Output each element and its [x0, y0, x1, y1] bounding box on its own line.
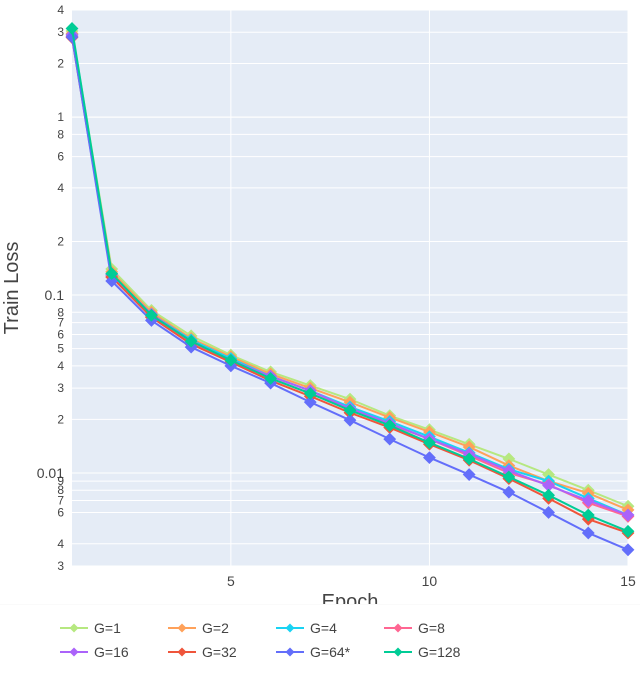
- legend-label: G=32: [202, 644, 237, 660]
- y-minor-tick-label: 9: [57, 474, 64, 488]
- legend-label: G=1: [94, 620, 121, 636]
- y-minor-tick-label: 4: [57, 359, 64, 373]
- legend-swatch: [168, 622, 196, 634]
- legend-label: G=8: [418, 620, 445, 636]
- legend-label: G=64*: [310, 644, 350, 660]
- legend-swatch: [276, 622, 304, 634]
- legend-swatch: [168, 646, 196, 658]
- legend-label: G=2: [202, 620, 229, 636]
- y-minor-tick-label: 2: [57, 57, 64, 71]
- y-minor-tick-label: 3: [57, 381, 64, 395]
- legend-label: G=4: [310, 620, 337, 636]
- x-tick-label: 15: [620, 573, 636, 589]
- y-minor-tick-label: 4: [57, 537, 64, 551]
- x-tick-label: 10: [422, 573, 438, 589]
- y-minor-tick-label: 4: [57, 3, 64, 17]
- x-axis-title: Epoch: [322, 591, 379, 604]
- legend-label: G=16: [94, 644, 129, 660]
- y-minor-tick-label: 8: [57, 305, 64, 319]
- legend-item[interactable]: G=32: [168, 641, 268, 663]
- y-minor-tick-label: 2: [57, 412, 64, 426]
- y-minor-tick-label: 8: [57, 127, 64, 141]
- y-minor-tick-label: 3: [57, 559, 64, 573]
- y-minor-tick-label: 6: [57, 150, 64, 164]
- y-minor-tick-label: 5: [57, 342, 64, 356]
- legend-item[interactable]: G=8: [384, 617, 484, 639]
- legend-item[interactable]: G=16: [60, 641, 160, 663]
- legend-swatch: [60, 646, 88, 658]
- legend-swatch: [60, 622, 88, 634]
- y-minor-tick-label: 2: [57, 234, 64, 248]
- y-minor-tick-label: 1: [57, 110, 64, 124]
- y-minor-tick-label: 3: [57, 25, 64, 39]
- legend-label: G=128: [418, 644, 460, 660]
- line-chart: 0.010.112343467892345678246851015Train L…: [0, 0, 640, 604]
- y-minor-tick-label: 6: [57, 328, 64, 342]
- legend-swatch: [384, 622, 412, 634]
- legend-item[interactable]: G=64*: [276, 641, 376, 663]
- legend-item[interactable]: G=2: [168, 617, 268, 639]
- legend-swatch: [276, 646, 304, 658]
- legend-item[interactable]: G=128: [384, 641, 484, 663]
- x-tick-label: 5: [227, 573, 235, 589]
- y-tick-label: 0.1: [45, 287, 65, 303]
- y-minor-tick-label: 4: [57, 181, 64, 195]
- legend-swatch: [384, 646, 412, 658]
- legend-item[interactable]: G=4: [276, 617, 376, 639]
- legend: G=1 G=2 G=4 G=8 G=16 G=32 G=64* G=128: [0, 604, 640, 673]
- y-minor-tick-label: 6: [57, 505, 64, 519]
- y-axis-title: Train Loss: [1, 242, 23, 335]
- legend-item[interactable]: G=1: [60, 617, 160, 639]
